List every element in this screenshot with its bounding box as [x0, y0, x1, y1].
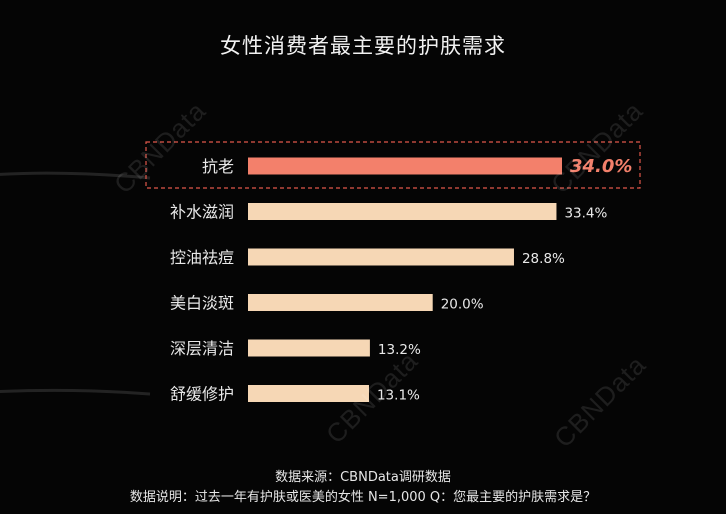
category-label: 补水滋润: [170, 203, 234, 222]
highlight-box: [145, 141, 641, 189]
category-label: 控油祛痘: [170, 248, 234, 267]
chart-title: 女性消费者最主要的护肤需求: [220, 34, 506, 58]
value-label: 20.0%: [441, 297, 484, 313]
decorative-swoosh-bottom: [0, 388, 151, 396]
category-label: 舒缓修护: [170, 385, 234, 404]
bar: [248, 248, 514, 266]
value-label: 13.2%: [378, 342, 421, 358]
bar: [248, 203, 557, 220]
bar: [248, 157, 562, 175]
value-label: 28.8%: [522, 251, 565, 267]
category-label: 美白淡斑: [170, 294, 234, 313]
value-label: 34.0%: [570, 156, 632, 177]
bar: [248, 385, 369, 402]
decorative-swoosh-top: [0, 171, 151, 180]
data-note: 数据说明：过去一年有护肤或医美的女性 N=1,000 Q：您最主要的护肤需求是？: [129, 490, 597, 505]
bar: [248, 339, 370, 357]
category-label: 抗老: [202, 157, 234, 176]
data-source: 数据来源：CBNData调研数据: [275, 470, 451, 485]
value-label: 33.4%: [564, 206, 607, 222]
category-label: 深层清洁: [170, 339, 234, 358]
bar: [248, 294, 433, 311]
value-label: 13.1%: [377, 388, 420, 404]
